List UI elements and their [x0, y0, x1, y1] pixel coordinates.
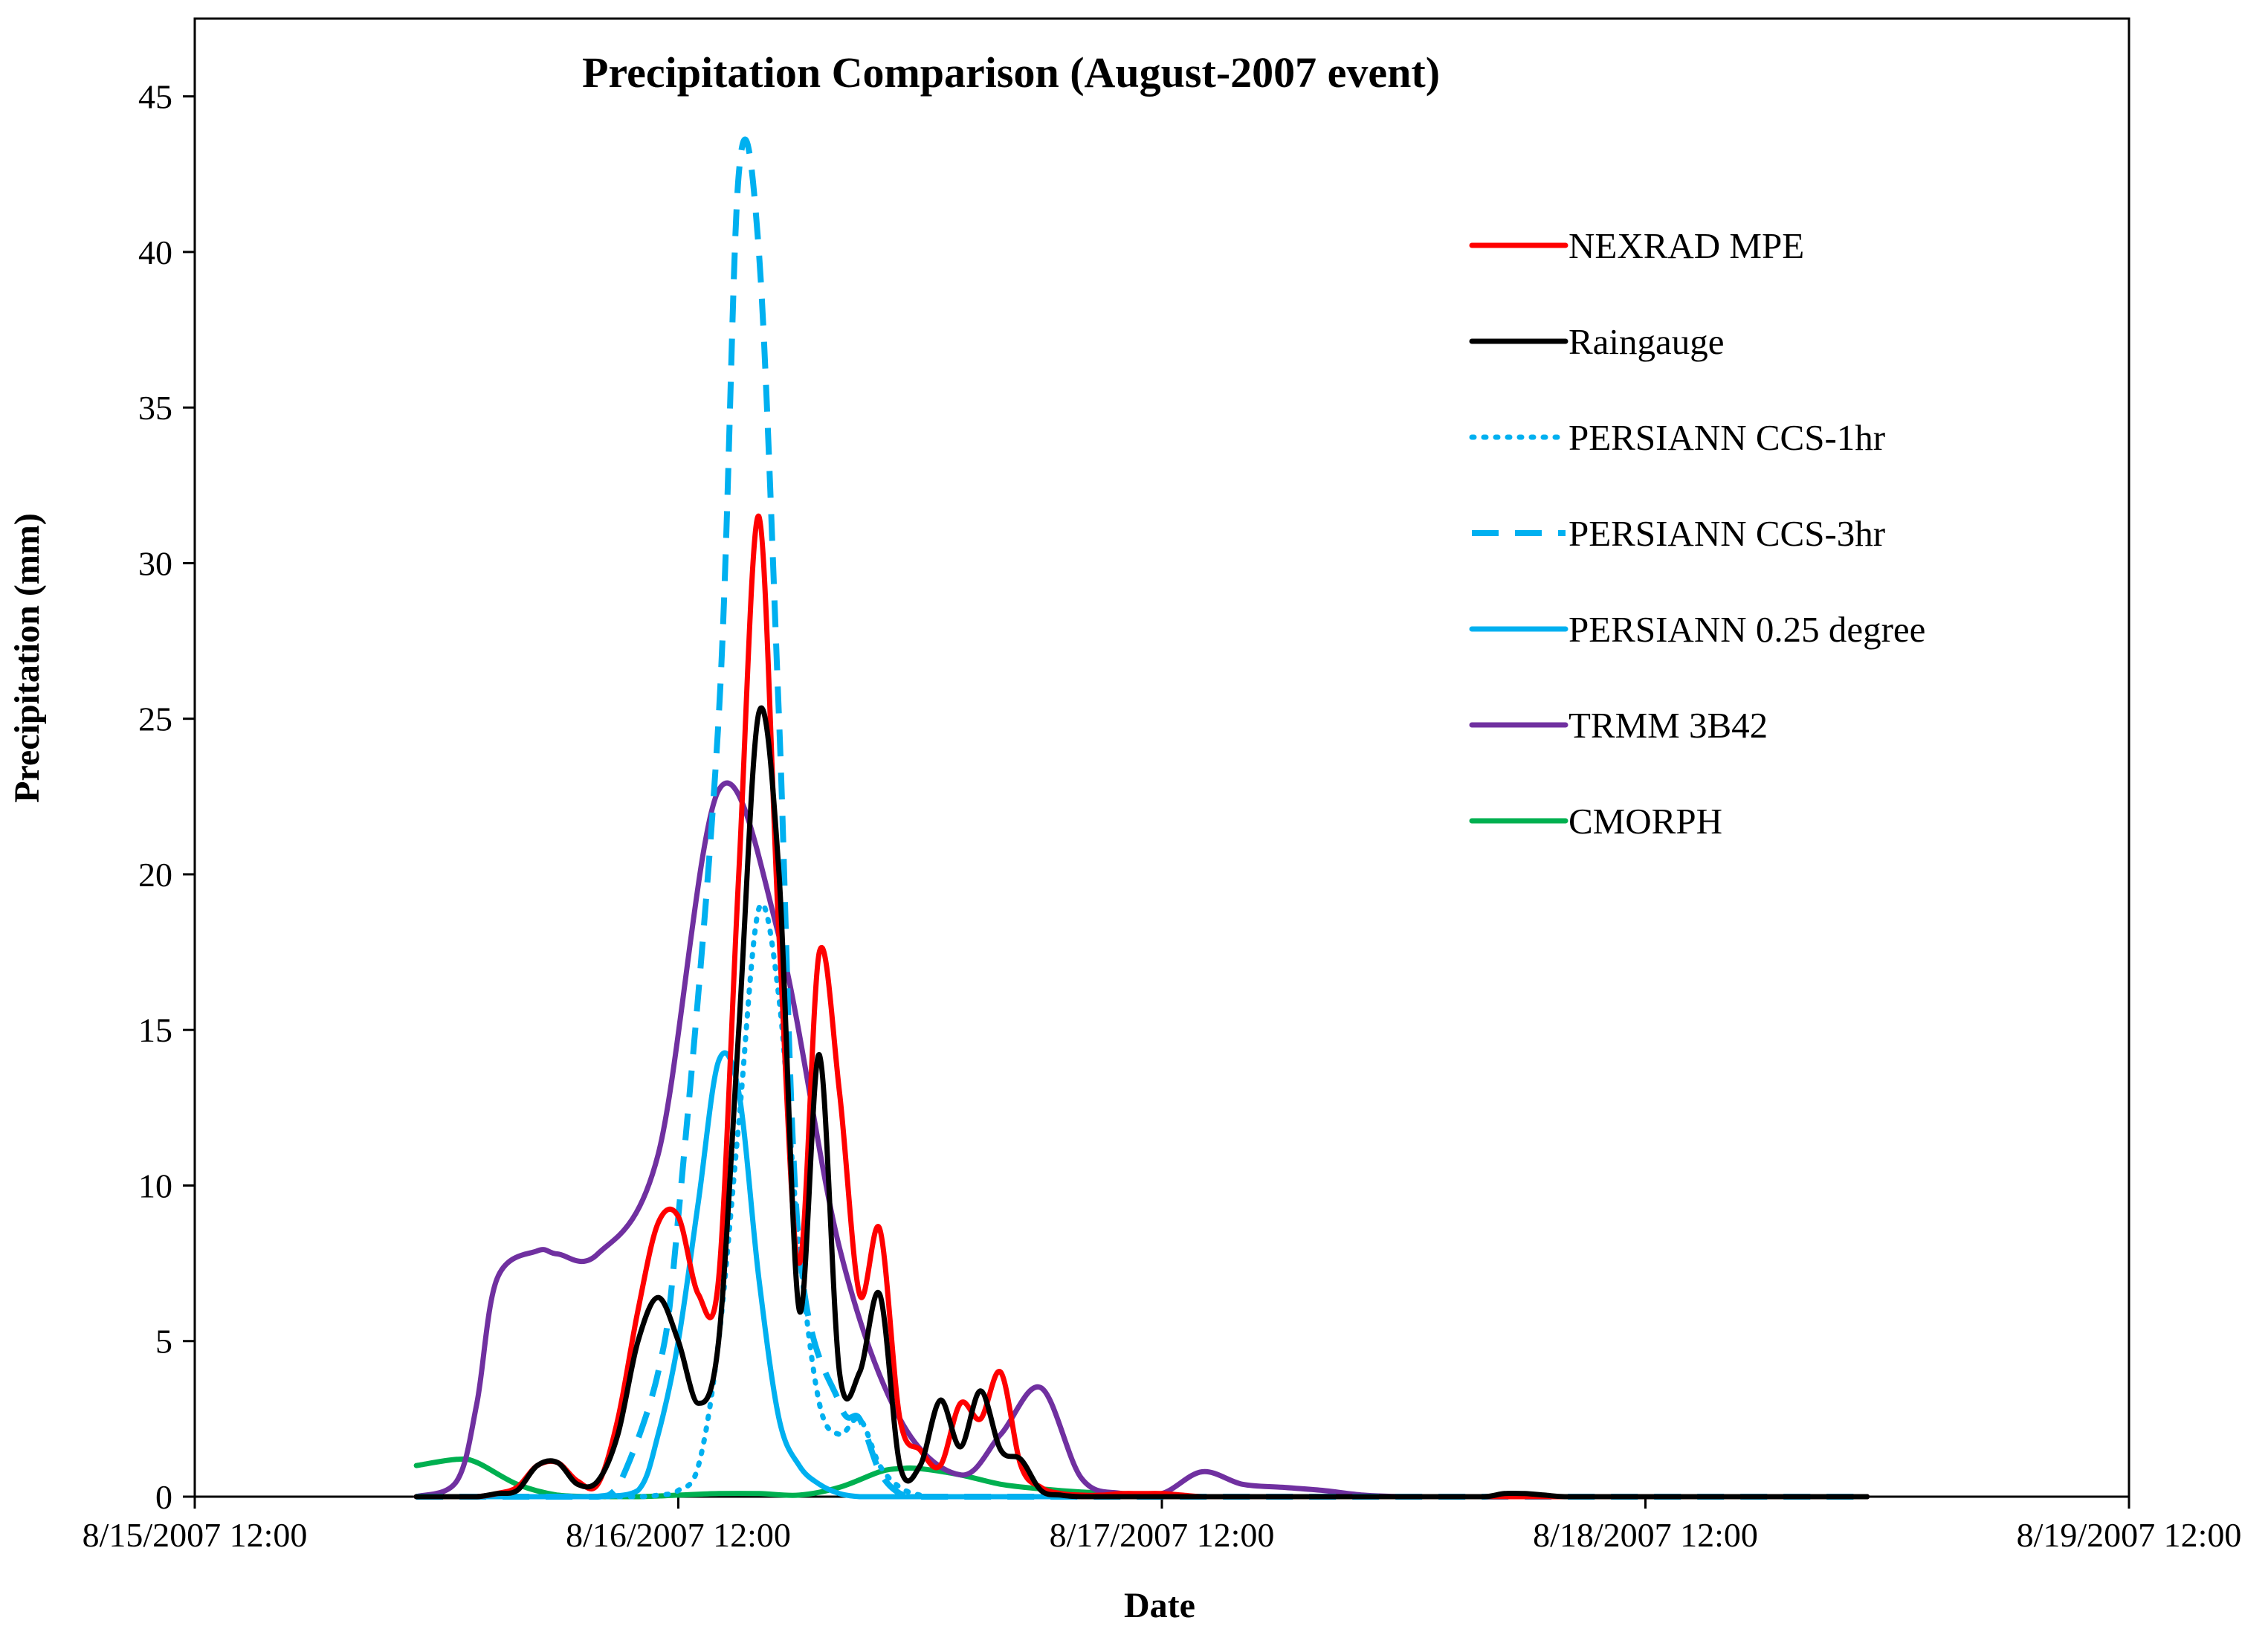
x-tick-label: 8/19/2007 12:00	[2017, 1516, 2242, 1554]
legend-label-cmorph: CMORPH	[1568, 801, 1722, 842]
x-tick-label: 8/16/2007 12:00	[566, 1516, 791, 1554]
y-tick-label: 5	[155, 1323, 172, 1361]
legend: NEXRAD MPE Raingauge PERSIANN CCS-1hr PERSI…	[1469, 225, 1925, 842]
y-axis-title: Precipitation (mm)	[7, 513, 47, 803]
y-tick-label: 15	[138, 1011, 172, 1049]
y-tick-label: 30	[138, 544, 172, 582]
x-tick-label: 8/17/2007 12:00	[1050, 1516, 1275, 1554]
legend-label-persiann-ccs-1hr: PERSIANN CCS-1hr	[1568, 417, 1885, 458]
series-line-raingauge	[413, 705, 1870, 1500]
y-tick-label: 40	[138, 233, 172, 271]
y-tick-label: 0	[155, 1478, 172, 1516]
y-tick-label: 45	[138, 78, 172, 116]
x-axis-title: Date	[1124, 1586, 1195, 1625]
y-tick-label: 25	[138, 700, 172, 738]
x-tick-label: 8/15/2007 12:00	[83, 1516, 308, 1554]
legend-label-raingauge: Raingauge	[1568, 321, 1725, 362]
y-tick-label: 10	[138, 1167, 172, 1204]
legend-label-persiann-ccs-3hr: PERSIANN CCS-3hr	[1568, 513, 1885, 554]
y-tick-label: 20	[138, 856, 172, 894]
y-axis-ticks: 0 5 10 15 20 25 30 35 40 45	[138, 78, 195, 1516]
x-tick-label: 8/18/2007 12:00	[1533, 1516, 1758, 1554]
chart-title: Precipitation Comparison (August-2007 ev…	[582, 48, 1440, 97]
series-layer	[413, 136, 1870, 1500]
legend-label-nexrad-mpe: NEXRAD MPE	[1568, 225, 1804, 266]
legend-label-trmm-3b42: TRMM 3B42	[1568, 705, 1768, 746]
x-axis-ticks: 8/15/2007 12:00 8/16/2007 12:00 8/17/2007 …	[83, 1497, 2242, 1554]
y-tick-label: 35	[138, 389, 172, 427]
legend-label-persiann-0-25-degree: PERSIANN 0.25 degree	[1568, 609, 1925, 650]
